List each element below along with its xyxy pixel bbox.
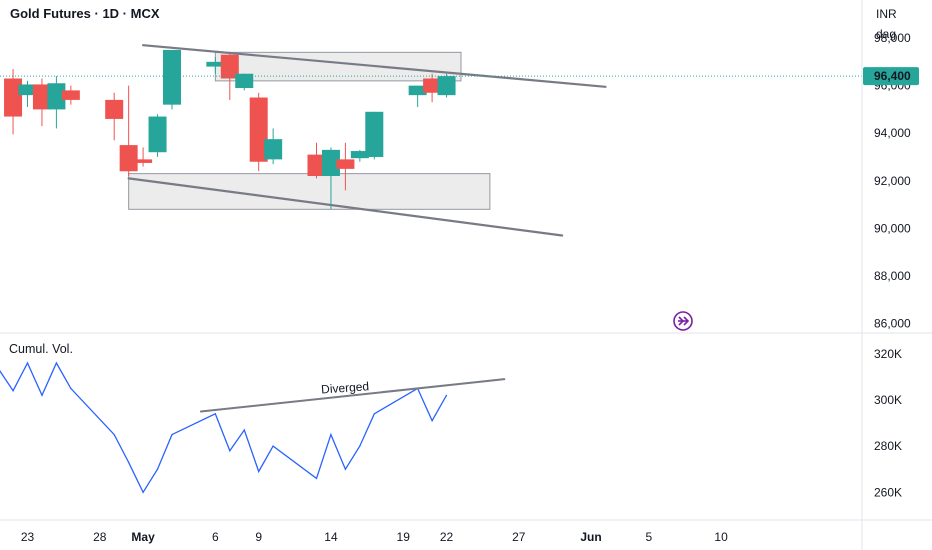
volume-point: [128, 461, 130, 463]
candle-body: [61, 90, 80, 100]
chart-title: Gold Futures · 1D · MCX: [10, 6, 160, 21]
volume-point: [373, 413, 375, 415]
price-tick-label: 94,000: [874, 126, 911, 140]
volume-point: [171, 433, 173, 436]
candle-body: [336, 159, 355, 169]
candle-body: [4, 78, 23, 117]
price-tick-label: 88,000: [874, 269, 911, 283]
marker-arrow-head: [683, 316, 690, 326]
candle-body: [365, 111, 384, 157]
volume-point: [41, 394, 43, 396]
price-tick-label: 98,000: [874, 31, 911, 45]
time-tick-label: 22: [440, 530, 454, 544]
cumulative-volume-line: [0, 361, 448, 494]
candle-body: [32, 84, 51, 110]
currency-label: INR: [876, 7, 897, 21]
time-tick-label: Jun: [580, 530, 601, 544]
time-tick-label: 19: [397, 530, 411, 544]
volume-layer: Diverged: [0, 361, 506, 494]
candle-body: [220, 54, 239, 79]
zones-layer: [128, 51, 491, 210]
time-tick-label: May: [131, 530, 155, 544]
time-tick-label: 6: [212, 530, 219, 544]
volume-point: [315, 477, 318, 480]
candles-layer: [4, 49, 456, 210]
volume-point: [142, 491, 144, 493]
volume-point: [243, 429, 245, 431]
time-tick-label: 27: [512, 530, 526, 544]
last-price-badge: [863, 67, 919, 86]
candle-body: [350, 151, 369, 159]
unit-selector[interactable]: INR dag: [870, 4, 932, 50]
candle-body: [119, 145, 138, 172]
volume-point: [12, 390, 14, 392]
candle-body: [321, 149, 340, 177]
volume-point: [26, 362, 29, 364]
trendlines-layer: [0, 44, 862, 237]
candle-body: [437, 76, 456, 96]
candle-body: [307, 154, 326, 177]
price-tick-label: 86,000: [874, 316, 911, 330]
volume-point: [344, 468, 346, 470]
volume-point: [445, 394, 448, 396]
volume-point: [359, 445, 361, 447]
candle-body: [206, 61, 225, 67]
diverged-annotation: Diverged: [321, 379, 370, 396]
volume-tick-label: 260K: [874, 485, 902, 499]
volume-point: [431, 420, 433, 422]
volume-point: [330, 433, 332, 436]
indicator-title: Cumul. Vol.: [9, 342, 73, 356]
candle-body: [249, 97, 268, 162]
time-tick-label: 28: [93, 530, 107, 544]
volume-point: [272, 445, 274, 447]
replay-marker[interactable]: [673, 311, 693, 331]
candle-body: [47, 83, 66, 110]
volume-tick-label: 320K: [874, 347, 902, 361]
time-tick-label: 5: [646, 530, 653, 544]
candle-body: [163, 49, 181, 105]
candle-body: [423, 78, 442, 93]
volume-tick-label: 280K: [874, 439, 902, 453]
volume-point: [55, 362, 58, 364]
volume-point: [156, 468, 159, 470]
volume-tick-label: 300K: [874, 393, 902, 407]
last-price-label: 96,400: [874, 69, 911, 83]
volume-point: [229, 450, 231, 452]
unit-label: dag: [876, 27, 897, 41]
time-tick-label: 14: [324, 530, 338, 544]
time-tick-label: 9: [255, 530, 262, 544]
candle-body: [264, 139, 283, 160]
volume-point: [113, 433, 115, 436]
volume-point: [70, 387, 72, 390]
price-tick-label: 92,000: [874, 174, 911, 188]
candle-body: [105, 99, 124, 119]
time-tick-label: 23: [21, 530, 35, 544]
price-trendline: [142, 44, 607, 88]
volume-point: [258, 470, 260, 473]
price-tick-label: 90,000: [874, 221, 911, 235]
price-zone: [128, 173, 491, 210]
time-tick-label: 10: [714, 530, 728, 544]
price-trendline: [127, 177, 564, 237]
candle-body: [235, 73, 254, 89]
candle-body: [134, 159, 153, 163]
candle-body: [18, 84, 37, 96]
volume-trendline: [199, 378, 506, 413]
candle-body: [148, 116, 167, 153]
candle-body: [408, 85, 427, 96]
volume-point: [214, 413, 216, 415]
